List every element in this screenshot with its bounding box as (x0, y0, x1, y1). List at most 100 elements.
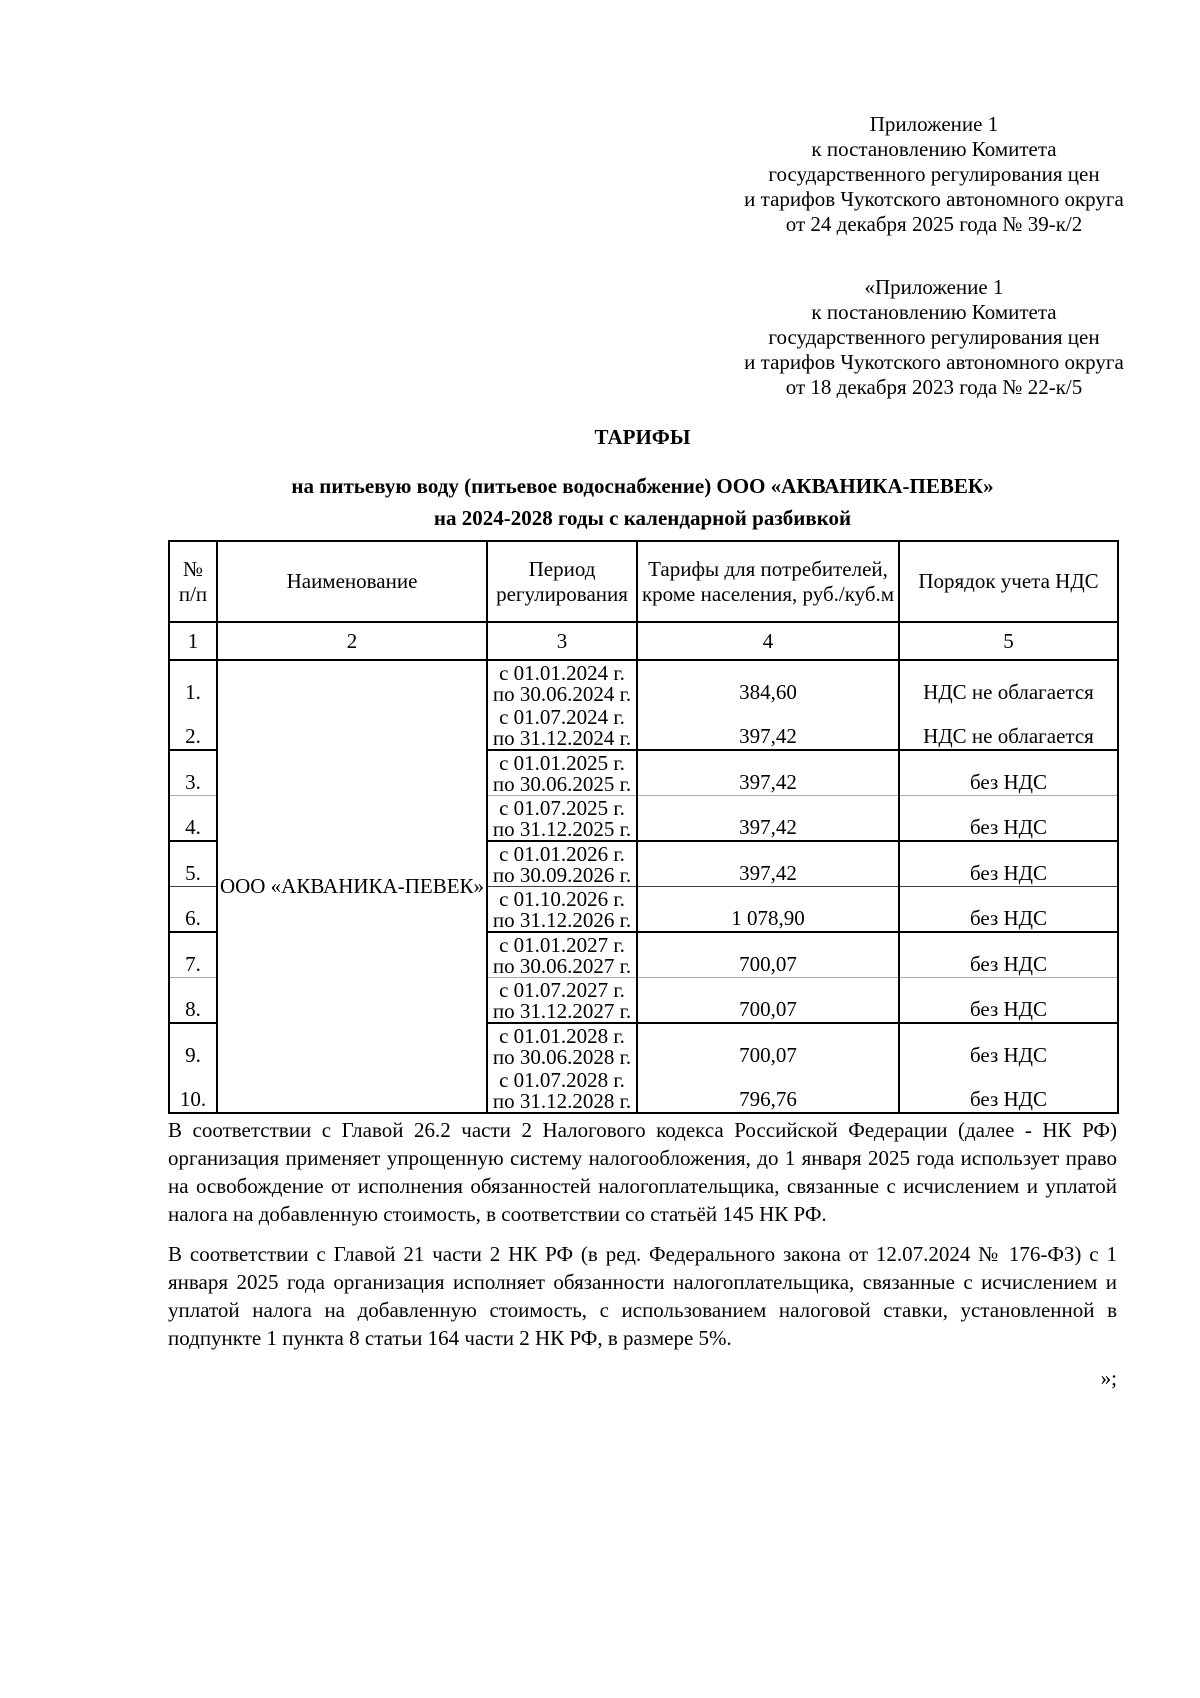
period-to: по 30.06.2027 г. (492, 954, 632, 978)
table-row: 2. с 01.07.2024 г. по 31.12.2024 г. 397,… (168, 705, 1119, 751)
period-cell: с 01.01.2027 г. по 30.06.2027 г. (486, 932, 638, 978)
vat-cell: без НДС (898, 841, 1119, 887)
period-to: по 30.06.2024 г. (492, 682, 632, 706)
period-to: по 31.12.2028 г. (492, 1089, 632, 1113)
annex-line: государственного регулирования цен (768, 162, 1100, 186)
tariff-table: № п/п Наименование Период регулирования … (168, 540, 1119, 1114)
period-cell: с 01.01.2028 г. по 30.06.2028 г. (486, 1023, 638, 1069)
period-from: с 01.07.2024 г. (499, 705, 625, 729)
tariff-cell: 796,76 (636, 1068, 900, 1113)
period-to: по 30.06.2025 г. (492, 772, 632, 796)
table-row: 8. с 01.07.2027 г. по 31.12.2027 г. 700,… (168, 977, 1119, 1024)
note-paragraph-1: В соответствии с Главой 26.2 части 2 Нал… (168, 1118, 1117, 1226)
tariff-cell: 397,42 (636, 705, 900, 751)
header-tariff-line2: кроме населения, руб./куб.м (641, 581, 895, 606)
period-cell: с 01.07.2028 г. по 31.12.2028 г. (486, 1068, 638, 1113)
row-number-cell: 10. (168, 1068, 218, 1113)
column-number: 1 (168, 622, 218, 661)
closing-quote-mark: »; (1100, 1366, 1117, 1390)
title-heading: ТАРИФЫ (594, 425, 691, 449)
title-subtitle-line1: на питьевую воду (питьевое водоснабжение… (291, 474, 994, 498)
notes-section: В соответствии с Главой 26.2 части 2 Нал… (168, 1116, 1117, 1392)
vat-cell: без НДС (898, 886, 1119, 933)
period-cell: с 01.01.2024 г. по 30.06.2024 г. (486, 660, 638, 706)
annex-line: от 18 декабря 2023 года № 22-к/5 (785, 375, 1083, 399)
column-number: 2 (216, 622, 488, 661)
row-number-cell: 8. (168, 977, 218, 1024)
tariff-cell: 397,42 (636, 795, 900, 842)
tariff-cell: 700,07 (636, 932, 900, 978)
period-to: по 30.06.2028 г. (492, 1045, 632, 1069)
annex-line: «Приложение 1 (864, 275, 1004, 299)
period-from: с 01.01.2028 г. (499, 1024, 625, 1048)
tariff-cell: 700,07 (636, 977, 900, 1024)
header-name: Наименование (216, 541, 488, 623)
vat-cell: без НДС (898, 977, 1119, 1024)
period-cell: с 01.10.2026 г. по 31.12.2026 г. (486, 886, 638, 933)
company-name-cell: ООО «АКВАНИКА-ПЕВЕК» (216, 660, 488, 1113)
period-from: с 01.01.2026 г. (499, 842, 625, 866)
vat-cell: НДС не облагается (898, 660, 1119, 705)
column-number: 5 (898, 622, 1119, 661)
vat-cell: без НДС (898, 1023, 1119, 1068)
table-row: 10. с 01.07.2028 г. по 31.12.2028 г. 796… (168, 1068, 1119, 1113)
period-from: с 01.01.2027 г. (499, 933, 625, 957)
tariff-cell: 700,07 (636, 1023, 900, 1068)
period-from: с 01.10.2026 г. (499, 887, 625, 911)
annex-references: Приложение 1 к постановлению Комитета го… (718, 112, 1150, 400)
table-row: 6. с 01.10.2026 г. по 31.12.2026 г. 1 07… (168, 886, 1119, 933)
annex-line: от 24 декабря 2025 года № 39-к/2 (785, 212, 1083, 236)
annex-line: к постановлению Комитета (811, 137, 1057, 161)
vat-cell: без НДС (898, 932, 1119, 978)
header-num: № п/п (168, 541, 218, 623)
period-to: по 30.09.2026 г. (492, 863, 632, 887)
note-paragraph-2: В соответствии с Главой 21 части 2 НК РФ… (168, 1242, 1117, 1350)
row-number-cell: 4. (168, 795, 218, 842)
table-row: 1. ООО «АКВАНИКА-ПЕВЕК» с 01.01.2024 г. … (168, 660, 1119, 1113)
period-to: по 31.12.2027 г. (492, 999, 632, 1023)
period-cell: с 01.07.2027 г. по 31.12.2027 г. (486, 977, 638, 1024)
period-cell: с 01.01.2026 г. по 30.09.2026 г. (486, 841, 638, 887)
vat-cell: без НДС (898, 750, 1119, 796)
annex-block-quoted: «Приложение 1 к постановлению Комитета г… (718, 275, 1150, 400)
vat-cell: без НДС (898, 1068, 1119, 1113)
period-cell: с 01.07.2025 г. по 31.12.2025 г. (486, 795, 638, 842)
header-tariff: Тарифы для потребителей, кроме населения… (636, 541, 900, 623)
annex-line: Приложение 1 (869, 112, 999, 136)
period-from: с 01.07.2025 г. (499, 796, 625, 820)
table-row: 3. с 01.01.2025 г. по 30.06.2025 г. 397,… (168, 750, 1119, 796)
table-header-row: № п/п Наименование Период регулирования … (168, 541, 1119, 623)
row-number-cell: 2. (168, 705, 218, 751)
annex-line: и тарифов Чукотского автономного округа (744, 187, 1124, 211)
header-period: Период регулирования (486, 541, 638, 623)
row-number-cell: 7. (168, 932, 218, 978)
document-title: ТАРИФЫ на питьевую воду (питьевое водосн… (168, 424, 1117, 534)
period-from: с 01.07.2028 г. (499, 1068, 625, 1092)
table-row: 9. с 01.01.2028 г. по 30.06.2028 г. 700,… (168, 1023, 1119, 1069)
period-from: с 01.01.2025 г. (499, 751, 625, 775)
header-vat: Порядок учета НДС (898, 541, 1119, 623)
header-tariff-line1: Тарифы для потребителей, (648, 556, 888, 581)
tariff-cell: 384,60 (636, 660, 900, 705)
period-to: по 31.12.2024 г. (492, 726, 632, 750)
column-number: 4 (636, 622, 900, 661)
period-from: с 01.07.2027 г. (499, 978, 625, 1002)
period-to: по 31.12.2026 г. (492, 908, 632, 932)
header-period-line2: регулирования (496, 581, 628, 606)
row-number-cell: 1. (168, 660, 218, 705)
tariff-cell: 1 078,90 (636, 886, 900, 933)
period-to: по 31.12.2025 г. (492, 817, 632, 841)
tariff-cell: 397,42 (636, 841, 900, 887)
table-row: 4. с 01.07.2025 г. по 31.12.2025 г. 397,… (168, 795, 1119, 842)
table-row: 7. с 01.01.2027 г. по 30.06.2027 г. 700,… (168, 932, 1119, 978)
row-number-cell: 6. (168, 886, 218, 933)
table-row: 5. с 01.01.2026 г. по 30.09.2026 г. 397,… (168, 841, 1119, 887)
header-num-line1: № (182, 556, 204, 581)
row-number-cell: 5. (168, 841, 218, 887)
annex-line: к постановлению Комитета (811, 300, 1057, 324)
vat-cell: НДС не облагается (898, 705, 1119, 751)
annex-line: государственного регулирования цен (768, 325, 1100, 349)
row-number-cell: 3. (168, 750, 218, 796)
column-number: 3 (486, 622, 638, 661)
